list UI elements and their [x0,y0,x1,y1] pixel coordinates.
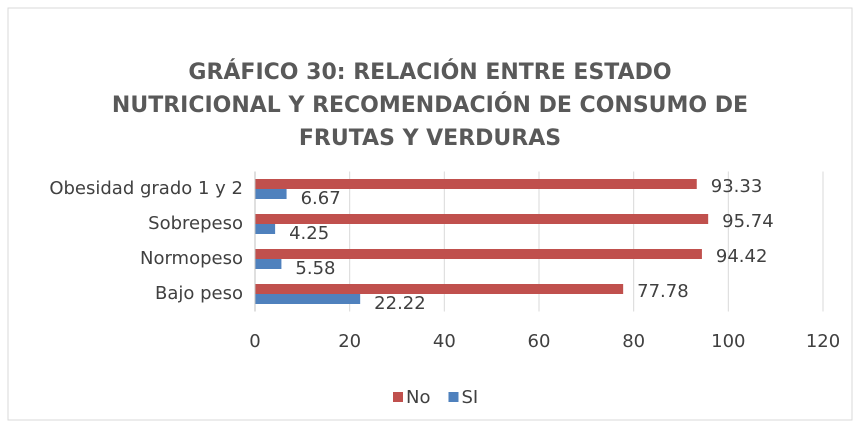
bar [255,224,276,234]
legend-label: No [406,387,430,408]
data-label: 95.74 [722,211,774,232]
x-tick-label: 100 [711,331,745,352]
data-label: 93.33 [711,176,763,197]
legend-swatch [448,392,459,402]
y-tick-label: Normopeso [140,248,243,269]
x-tick-label: 60 [528,331,551,352]
x-tick-label: 120 [806,331,840,352]
y-tick-label: Sobrepeso [148,213,243,234]
bar [255,189,287,199]
data-label: 4.25 [289,223,329,244]
bar [255,294,361,304]
bar [255,284,624,294]
legend-label: SI [461,387,478,408]
y-tick-label: Bajo peso [155,283,243,304]
data-label: 77.78 [637,281,689,302]
data-label: 22.22 [374,293,426,314]
bar [255,259,282,269]
x-tick-label: 0 [249,331,260,352]
data-label: 6.67 [301,188,341,209]
bar [255,214,709,224]
y-tick-label: Obesidad grado 1 y 2 [49,178,243,199]
x-tick-label: 40 [433,331,456,352]
x-tick-label: 80 [622,331,645,352]
x-tick-label: 20 [338,331,361,352]
chart-title: GRÁFICO 30: RELACIÓN ENTRE ESTADO NUTRIC… [111,60,749,151]
bar [255,249,702,259]
data-label: 5.58 [295,258,335,279]
bar [255,179,697,189]
legend-swatch [393,392,403,402]
data-label: 94.42 [716,246,768,267]
